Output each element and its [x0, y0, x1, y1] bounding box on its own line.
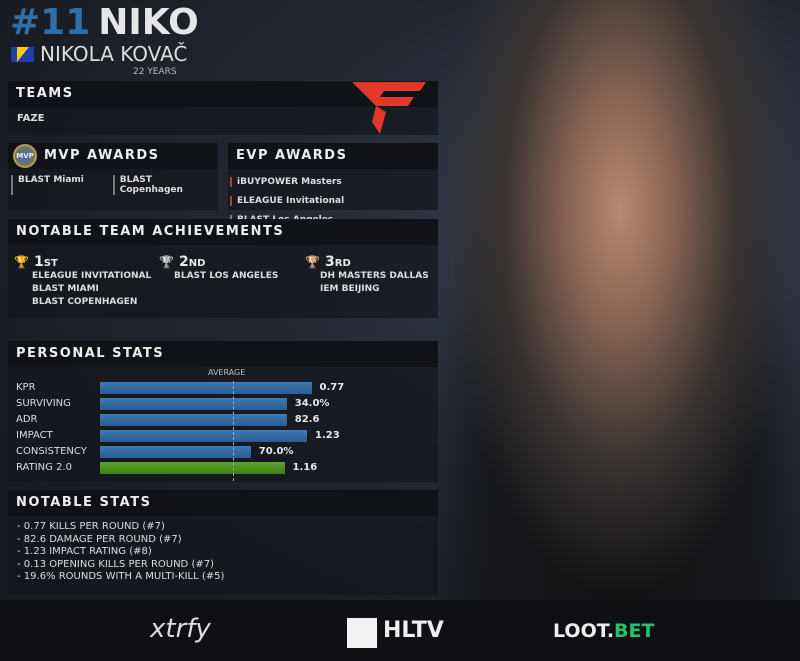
stat-bar — [100, 446, 251, 458]
notable-stat: - 82.6 DAMAGE PER ROUND (#7) — [17, 533, 182, 545]
place-label: 2ND — [179, 254, 206, 270]
xtrfy-logo: xtrfy — [150, 614, 211, 644]
gold-trophy-icon: 🏆 — [14, 255, 29, 269]
event: BLAST MIAMI — [32, 284, 99, 294]
hltv-logo: HLTV — [383, 618, 444, 643]
player-nickname: NIKO — [98, 2, 199, 43]
hltv-logo-icon — [347, 618, 377, 648]
event: BLAST LOS ANGELES — [174, 271, 279, 281]
notable-stats-title: NOTABLE STATS — [8, 490, 438, 516]
personal-stats-title: PERSONAL STATS — [8, 341, 438, 367]
notable-stat: - 19.6% ROUNDS WITH A MULTI-KILL (#5) — [17, 571, 225, 582]
faze-logo-icon — [352, 82, 426, 134]
place-label: 3RD — [325, 254, 351, 270]
evp-awards-panel: EVP AWARDS iBUYPOWER Masters ELEAGUE Inv… — [228, 143, 438, 225]
personal-stats-panel: PERSONAL STATS AVERAGE KPR 0.77 SURVIVING 3… — [8, 341, 438, 482]
sponsor-footer: xtrfy HLTV LOOT.BET — [0, 600, 800, 661]
team-name: FAZE — [17, 113, 45, 124]
notable-stat: - 1.23 IMPACT RATING (#8) — [17, 546, 152, 557]
bronze-trophy-icon: 🏆 — [305, 255, 320, 269]
lootbet-logo: LOOT.BET — [553, 620, 655, 642]
player-age: 22 YEARS — [133, 67, 177, 77]
achievements-panel: NOTABLE TEAM ACHIEVEMENTS 🏆 1ST ELEAGUE … — [8, 219, 438, 318]
event: DH MASTERS DALLAS — [320, 271, 429, 281]
stat-value: 0.77 — [319, 382, 345, 393]
stat-bar — [100, 430, 307, 442]
stat-value: 82.6 — [294, 414, 320, 425]
event: ELEAGUE INVITATIONAL — [32, 271, 152, 281]
stat-label: SURVIVING — [16, 398, 71, 409]
stat-label: ADR — [16, 414, 38, 425]
second-place-group: 🏆 2ND BLAST LOS ANGELES — [159, 251, 278, 283]
stat-value: 70.0% — [258, 446, 294, 457]
stat-value: 1.23 — [315, 430, 340, 441]
third-place-group: 🏆 3RD DH MASTERS DALLAS IEM BEIJING — [305, 251, 429, 296]
mvp-badge-icon: MVP — [13, 144, 37, 168]
player-photo — [440, 0, 800, 600]
achievements-title: NOTABLE TEAM ACHIEVEMENTS — [8, 219, 438, 245]
evp-title: EVP AWARDS — [228, 143, 438, 169]
notable-stat: - 0.77 KILLS PER ROUND (#7) — [17, 521, 165, 532]
stat-label: RATING 2.0 — [16, 462, 72, 473]
stat-label: KPR — [16, 382, 36, 393]
player-real-name: NIKOLA KOVAČ — [40, 42, 188, 66]
mvp-title: MVP AWARDS — [44, 148, 160, 163]
evp-award-item: ELEAGUE Invitational — [230, 196, 344, 206]
stat-value: 1.16 — [292, 462, 318, 473]
average-label: AVERAGE — [208, 368, 246, 377]
player-number: #11 — [10, 2, 91, 43]
stat-label: CONSISTENCY — [16, 446, 87, 457]
stat-bar — [100, 414, 287, 426]
mvp-award-item: BLAST Copenhagen — [112, 175, 218, 195]
event: IEM BEIJING — [320, 284, 380, 294]
place-label: 1ST — [34, 254, 58, 270]
stat-value: 34.0% — [294, 398, 330, 409]
stat-bar — [100, 462, 285, 474]
mvp-award-item: BLAST Miami — [11, 175, 111, 195]
mvp-awards-panel: MVP MVP AWARDS BLAST Miami BLAST Copenha… — [8, 143, 218, 210]
event: BLAST COPENHAGEN — [32, 297, 138, 307]
bosnia-flag-icon — [11, 47, 34, 62]
stat-bar — [100, 398, 287, 410]
player-title: #11 NIKO — [10, 2, 199, 44]
average-line — [232, 381, 234, 481]
evp-award-item: iBUYPOWER Masters — [230, 177, 342, 187]
teams-panel: TEAMS FAZE — [8, 81, 438, 135]
stat-bar — [100, 382, 312, 394]
stat-label: IMPACT — [16, 430, 53, 441]
notable-stats-panel: NOTABLE STATS - 0.77 KILLS PER ROUND (#7… — [8, 490, 438, 595]
notable-stat: - 0.13 OPENING KILLS PER ROUND (#7) — [17, 558, 214, 570]
first-place-group: 🏆 1ST ELEAGUE INVITATIONAL BLAST MIAMI B… — [14, 251, 151, 309]
silver-trophy-icon: 🏆 — [159, 255, 174, 269]
